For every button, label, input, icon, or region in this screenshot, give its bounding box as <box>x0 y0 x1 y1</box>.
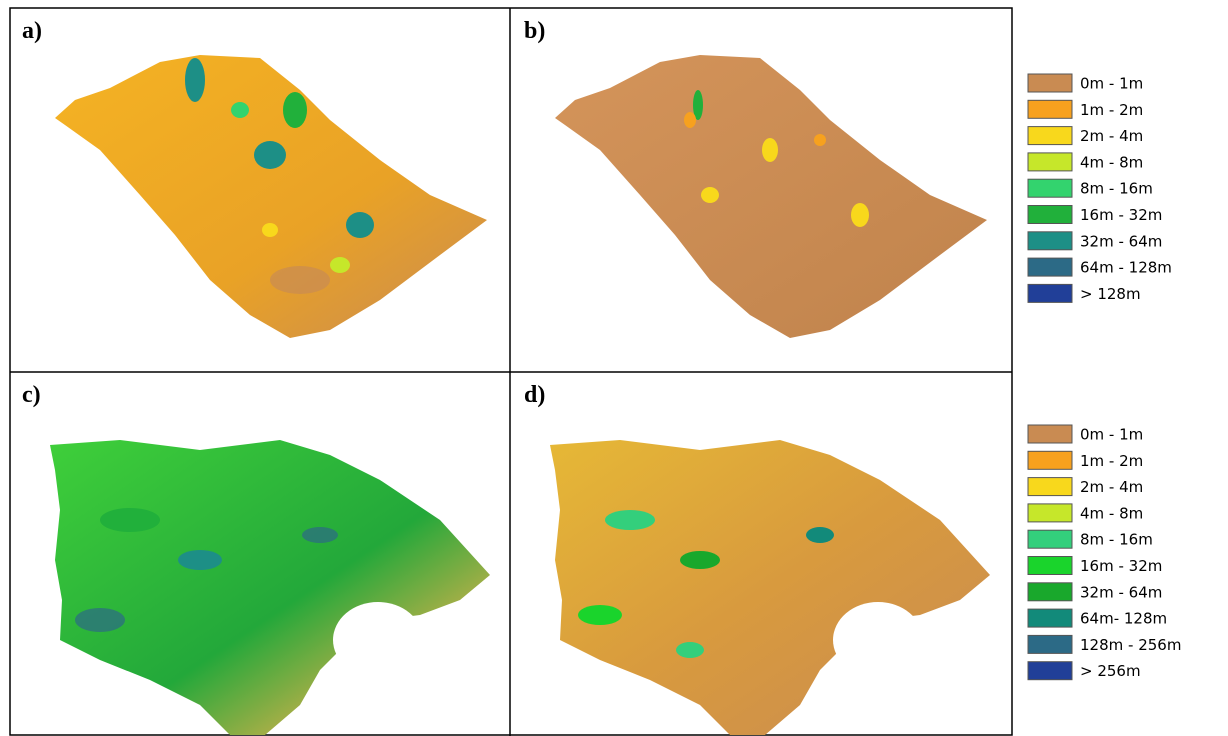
panel-label: a) <box>22 18 42 44</box>
legend-label: 8m - 16m <box>1080 531 1153 549</box>
legend-swatch <box>1027 73 1073 93</box>
legend-label: > 128m <box>1080 285 1141 303</box>
legend-label: 16m - 32m <box>1080 557 1162 575</box>
legend-swatch <box>1027 477 1073 497</box>
legend-label: 64m- 128m <box>1080 610 1167 628</box>
legend-label: > 256m <box>1080 662 1141 680</box>
legend-label: 32m - 64m <box>1080 232 1162 250</box>
legend-swatch <box>1027 424 1073 444</box>
legend-label: 2m - 4m <box>1080 127 1143 145</box>
legend-swatch <box>1027 529 1073 549</box>
legend-swatch <box>1027 661 1073 681</box>
legend-label: 4m - 8m <box>1080 153 1143 171</box>
legend-swatch <box>1027 231 1073 251</box>
legend-swatch <box>1027 283 1073 303</box>
panel-label: b) <box>524 18 545 44</box>
legend-swatch <box>1027 178 1073 198</box>
legend-swatch <box>1027 450 1073 470</box>
terrain-d <box>550 440 990 735</box>
legend-label: 128m - 256m <box>1080 636 1181 654</box>
panel-label: c) <box>22 382 41 408</box>
legend-label: 0m - 1m <box>1080 75 1143 93</box>
legend-swatch <box>1027 556 1073 575</box>
legend-label: 8m - 16m <box>1080 180 1153 198</box>
legend-swatch <box>1027 152 1073 172</box>
legend-swatch <box>1027 608 1073 628</box>
legend-swatch <box>1027 99 1073 119</box>
legend-label: 64m - 128m <box>1080 259 1172 277</box>
legend-label: 0m - 1m <box>1080 426 1143 444</box>
legend-label: 1m - 2m <box>1080 452 1143 470</box>
frame <box>9 7 1013 736</box>
terrain-a <box>55 55 487 338</box>
legend-swatch <box>1027 503 1073 523</box>
labels: a) b) c) d) 0m - 1m 1m - 2m 2m - 4m 4m - 8m 8m -… <box>22 18 1181 681</box>
panel-label: d) <box>524 382 545 408</box>
terrain-c <box>50 440 490 735</box>
legend-label: 16m - 32m <box>1080 206 1162 224</box>
legend-label: 4m - 8m <box>1080 504 1143 522</box>
legend-label: 1m - 2m <box>1080 101 1143 119</box>
legend-label: 2m - 4m <box>1080 478 1143 496</box>
legend-label: 32m - 64m <box>1080 583 1162 601</box>
legend-swatch <box>1027 257 1073 277</box>
terrain-b <box>555 55 987 338</box>
legend-swatch <box>1027 582 1073 602</box>
legend-swatch <box>1027 634 1073 654</box>
legend-swatch <box>1027 205 1073 224</box>
legend-swatch <box>1027 126 1073 146</box>
